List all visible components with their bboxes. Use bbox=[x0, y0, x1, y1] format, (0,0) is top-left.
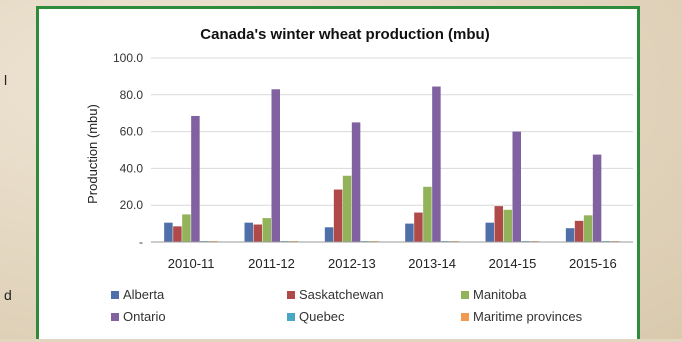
bar-ontario-2012-13 bbox=[351, 122, 361, 242]
bars bbox=[164, 86, 620, 243]
chart-frame: Canada's winter wheat production (mbu) P… bbox=[36, 6, 640, 339]
x-tick-label: 2013-14 bbox=[408, 256, 456, 271]
legend-swatch bbox=[287, 290, 295, 299]
x-tick-label: 2014-15 bbox=[489, 256, 537, 271]
y-tick-label: - bbox=[139, 235, 143, 249]
bar-manitoba-2011-12 bbox=[262, 218, 271, 242]
bar-ontario-2011-12 bbox=[271, 89, 280, 242]
bar-alberta-2013-14 bbox=[405, 223, 414, 242]
x-tick-label: 2010-11 bbox=[168, 256, 215, 271]
legend-swatch bbox=[111, 312, 119, 321]
side-text-fragment-top: l bbox=[4, 72, 8, 88]
bar-saskatchewan-2014-15 bbox=[494, 206, 503, 242]
legend-swatch bbox=[111, 290, 119, 299]
bar-manitoba-2012-13 bbox=[342, 175, 352, 242]
chart-title: Canada's winter wheat production (mbu) bbox=[200, 26, 489, 43]
bar-manitoba-2010-11 bbox=[182, 214, 191, 242]
bar-manitoba-2015-16 bbox=[583, 215, 593, 242]
bar-ontario-2015-16 bbox=[592, 154, 602, 242]
legend-label: Manitoba bbox=[473, 287, 527, 302]
bar-chart: Canada's winter wheat production (mbu) P… bbox=[85, 26, 633, 271]
x-tick-label: 2011-12 bbox=[248, 256, 295, 271]
side-text-fragment-bottom: d bbox=[4, 287, 12, 303]
y-tick-label: 20.0 bbox=[120, 198, 144, 212]
legend-item-maritime-provinces: Maritime provinces bbox=[461, 309, 582, 324]
legend-label: Maritime provinces bbox=[473, 309, 583, 324]
bar-manitoba-2013-14 bbox=[423, 186, 432, 242]
legend-item-quebec: Quebec bbox=[287, 309, 345, 324]
bar-alberta-2010-11 bbox=[164, 222, 173, 242]
legend-item-ontario: Ontario bbox=[111, 309, 166, 324]
bar-saskatchewan-2012-13 bbox=[333, 189, 343, 242]
legend-swatch bbox=[287, 312, 295, 321]
gridlines bbox=[151, 57, 633, 206]
y-tick-label: 60.0 bbox=[120, 125, 144, 139]
y-tick-label: 100.0 bbox=[113, 51, 143, 65]
bar-manitoba-2014-15 bbox=[503, 209, 512, 242]
legend-item-manitoba: Manitoba bbox=[461, 287, 526, 302]
bar-alberta-2015-16 bbox=[565, 228, 575, 242]
legend-label: Alberta bbox=[123, 287, 165, 302]
bar-ontario-2014-15 bbox=[512, 131, 521, 242]
legend-item-saskatchewan: Saskatchewan bbox=[287, 287, 384, 302]
bar-alberta-2014-15 bbox=[485, 222, 494, 242]
x-tick-labels: 2010-11 2011-12 2012-13 2013-14 2014-15 2015-… bbox=[168, 256, 617, 271]
legend-swatch bbox=[461, 290, 469, 299]
bar-alberta-2012-13 bbox=[324, 227, 334, 242]
y-tick-labels: - 20.0 40.0 60.0 80.0 100.0 bbox=[113, 51, 143, 249]
x-tick-label: 2012-13 bbox=[328, 256, 376, 271]
bar-ontario-2013-14 bbox=[432, 86, 441, 243]
bar-ontario-2010-11 bbox=[191, 115, 200, 242]
bar-saskatchewan-2010-11 bbox=[173, 226, 182, 242]
legend-label: Ontario bbox=[123, 309, 166, 324]
y-tick-label: 40.0 bbox=[120, 161, 144, 175]
bar-alberta-2011-12 bbox=[244, 222, 253, 242]
y-axis-label: Production (mbu) bbox=[85, 104, 100, 204]
legend-label: Quebec bbox=[299, 309, 345, 324]
y-tick-label: 80.0 bbox=[120, 88, 144, 102]
legend-swatch bbox=[461, 312, 469, 321]
x-tick-label: 2015-16 bbox=[569, 256, 617, 271]
legend-label: Saskatchewan bbox=[299, 287, 384, 302]
bar-saskatchewan-2015-16 bbox=[574, 220, 584, 242]
bar-saskatchewan-2013-14 bbox=[414, 212, 423, 242]
bar-saskatchewan-2011-12 bbox=[253, 224, 262, 242]
legend-item-alberta: Alberta bbox=[111, 287, 164, 302]
